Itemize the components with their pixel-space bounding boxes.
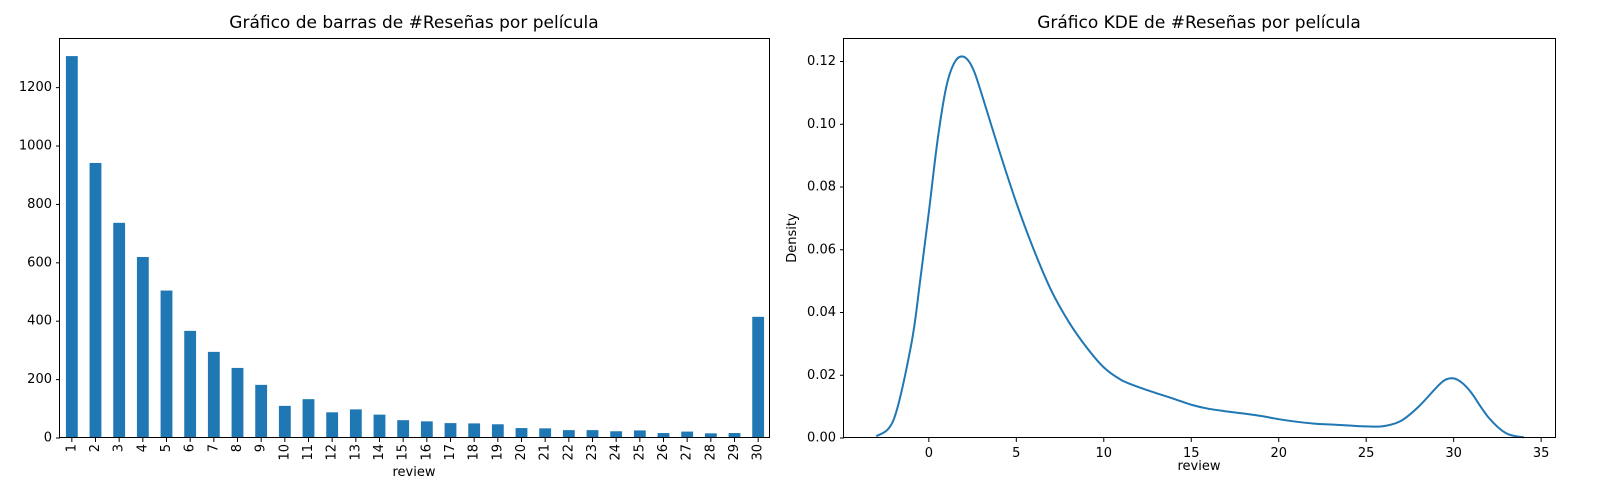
- bar-x-tick-label: 21: [538, 444, 553, 461]
- bar-x-tick-label: 1: [64, 444, 79, 452]
- bar-x-tick-label: 30: [751, 444, 766, 461]
- bar-13: [349, 409, 362, 438]
- bar-x-tick-label: 2: [88, 444, 103, 452]
- bar-12: [326, 412, 339, 438]
- bar-x-tick-label: 25: [632, 444, 647, 461]
- bar-x-tick-label: 18: [467, 444, 482, 461]
- kde-series-line: [875, 55, 1524, 439]
- bar-26: [657, 433, 670, 438]
- bar-27: [681, 431, 694, 438]
- bar-x-tick-label: 27: [680, 444, 695, 461]
- bar-x-tick-label: 4: [135, 444, 150, 452]
- bar-2: [89, 162, 102, 438]
- kde-x-tick-label: 20: [1270, 446, 1287, 461]
- kde-chart-title: Gráfico KDE de #Reseñas por película: [1037, 13, 1361, 33]
- bar-15: [397, 420, 410, 438]
- bar-x-tick-label: 14: [372, 444, 387, 461]
- kde-y-tick-label: 0.08: [807, 180, 836, 195]
- bar-21: [539, 428, 552, 438]
- bar-10: [278, 405, 291, 438]
- bar-chart-frame: [59, 38, 770, 438]
- bar-6: [184, 330, 197, 438]
- bar-y-tick-label: 800: [27, 197, 52, 212]
- bar-16: [420, 421, 433, 438]
- bar-11: [302, 399, 315, 438]
- kde-chart-y-label: Density: [785, 213, 800, 263]
- bar-x-tick-label: 13: [348, 444, 363, 461]
- bar-3: [113, 222, 126, 438]
- bar-x-tick-label: 16: [419, 444, 434, 461]
- bar-x-tick-label: 8: [230, 444, 245, 452]
- bar-x-tick-label: 9: [254, 444, 269, 452]
- kde-x-tick-label: 5: [1012, 446, 1020, 461]
- bar-25: [633, 430, 646, 438]
- bar-y-tick-label: 1000: [19, 139, 52, 154]
- bar-x-tick-label: 17: [443, 444, 458, 461]
- kde-x-tick-label: 0: [925, 446, 933, 461]
- bar-x-tick-label: 23: [585, 444, 600, 461]
- bar-chart-y-axis: 0 200 400 600 800 1000 1200: [19, 80, 60, 446]
- bar-x-tick-label: 29: [727, 444, 742, 461]
- kde-y-tick-label: 0.02: [807, 368, 836, 383]
- bar-chart-x-label: review: [393, 465, 436, 480]
- bar-8: [231, 367, 244, 438]
- bar-20: [515, 428, 528, 438]
- bar-x-tick-label: 3: [112, 444, 127, 452]
- kde-x-tick-label: 30: [1445, 446, 1462, 461]
- bar-x-tick-label: 6: [183, 444, 198, 452]
- bar-29: [728, 433, 741, 438]
- bar-x-tick-label: 26: [656, 444, 671, 461]
- bar-chart-title: Gráfico de barras de #Reseñas por pelícu…: [229, 13, 598, 33]
- kde-y-tick-label: 0.10: [807, 117, 836, 132]
- kde-y-tick-label: 0.04: [807, 305, 836, 320]
- kde-x-tick-label: 15: [1183, 446, 1200, 461]
- bar-4: [136, 256, 149, 438]
- bar-18: [468, 423, 481, 438]
- bar-x-tick-label: 15: [396, 444, 411, 461]
- kde-x-tick-label: 25: [1358, 446, 1375, 461]
- kde-chart-frame: [843, 38, 1556, 438]
- kde-y-tick-label: 0.06: [807, 242, 836, 257]
- bar-9: [255, 384, 268, 438]
- bar-x-tick-label: 10: [277, 444, 292, 461]
- kde-chart-panel: Gráfico KDE de #Reseñas por película 0.0…: [785, 13, 1556, 474]
- bar-5: [160, 290, 173, 438]
- kde-x-tick-label: 35: [1533, 446, 1550, 461]
- bar-14: [373, 414, 386, 438]
- kde-chart-x-axis: 0 5 10 15 20 25 30 35: [925, 438, 1550, 461]
- bar-y-tick-label: 1200: [19, 80, 52, 95]
- bar-x-tick-label: 5: [159, 444, 174, 452]
- bar-x-tick-label: 7: [206, 444, 221, 452]
- kde-y-tick-label: 0.00: [807, 431, 836, 446]
- bar-x-tick-label: 12: [325, 444, 340, 461]
- kde-y-tick-label: 0.12: [807, 54, 836, 69]
- kde-x-tick-label: 10: [1096, 446, 1113, 461]
- bar-7: [207, 351, 220, 438]
- bar-x-tick-label: 20: [514, 444, 529, 461]
- bar-1: [65, 56, 78, 438]
- bar-y-tick-label: 200: [27, 372, 52, 387]
- bar-19: [491, 424, 504, 438]
- bar-chart-bars: [65, 56, 765, 438]
- bar-chart-x-axis: 1 2 3 4 5 6 7 8 9 10 11 12 13 14 15 16 17 18 19 20 21 22 23 24 2…: [64, 438, 766, 461]
- bar-24: [610, 431, 623, 438]
- bar-x-tick-label: 19: [490, 444, 505, 461]
- bar-y-tick-label: 600: [27, 255, 52, 270]
- bar-23: [586, 430, 599, 438]
- bar-chart-panel: Gráfico de barras de #Reseñas por pelícu…: [19, 13, 770, 480]
- bar-17: [444, 423, 457, 438]
- bar-28: [704, 433, 717, 438]
- kde-chart-y-axis: 0.00 0.02 0.04 0.06 0.08 0.10 0.12: [807, 54, 844, 446]
- bar-30: [752, 316, 765, 438]
- bar-x-tick-label: 11: [301, 444, 316, 461]
- bar-y-tick-label: 400: [27, 314, 52, 329]
- bar-x-tick-label: 22: [561, 444, 576, 461]
- kde-chart-x-label: review: [1178, 459, 1221, 474]
- bar-y-tick-label: 0: [44, 431, 52, 446]
- bar-x-tick-label: 24: [609, 444, 624, 461]
- bar-22: [562, 430, 575, 438]
- bar-x-tick-label: 28: [703, 444, 718, 461]
